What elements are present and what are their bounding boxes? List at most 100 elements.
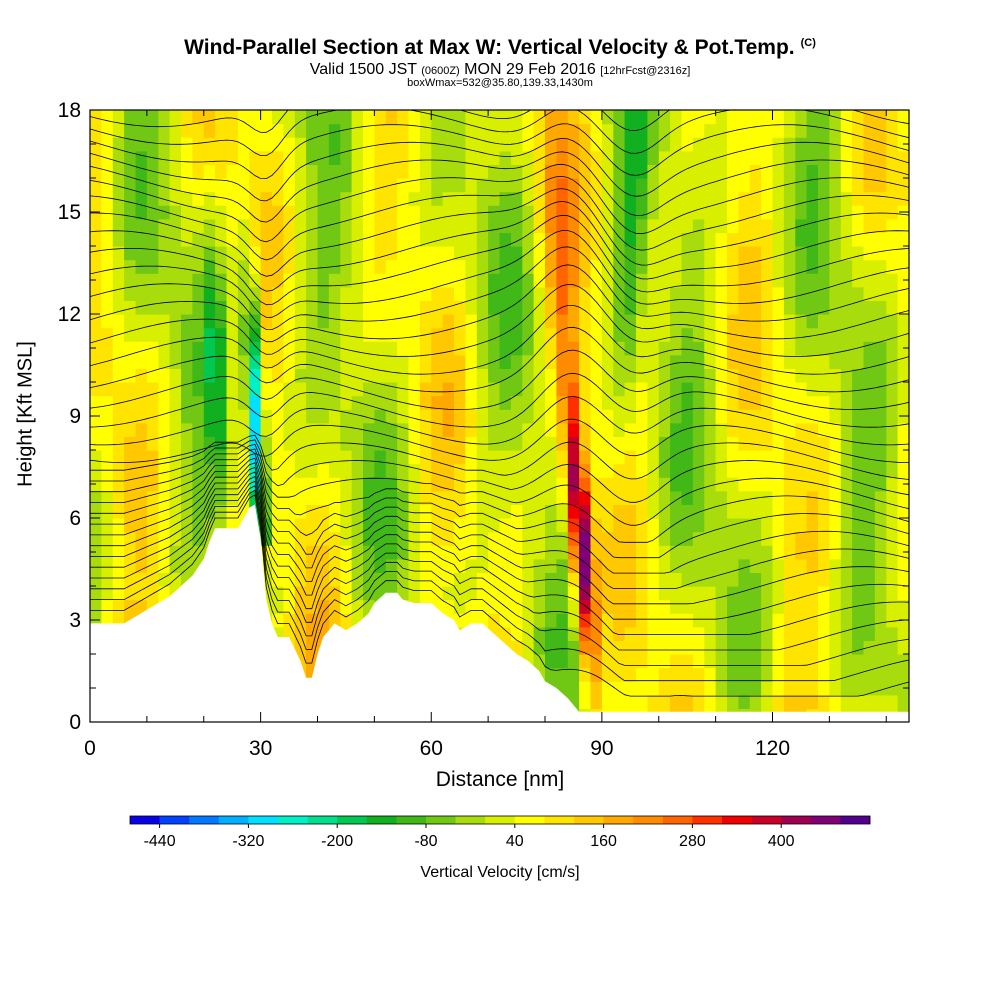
field-cell bbox=[681, 246, 694, 261]
field-cell bbox=[488, 164, 501, 179]
field-cell bbox=[442, 504, 455, 519]
field-cell bbox=[806, 490, 819, 505]
field-cell bbox=[545, 436, 557, 451]
y-tick-label: 9 bbox=[69, 405, 81, 428]
field-cell bbox=[886, 436, 899, 451]
field-cell bbox=[874, 409, 887, 424]
field-cell bbox=[704, 232, 717, 247]
field-cell bbox=[488, 178, 501, 193]
field-cell bbox=[624, 110, 637, 125]
field-cell bbox=[272, 395, 284, 410]
field-cell bbox=[886, 422, 899, 437]
field-cell bbox=[840, 205, 853, 220]
field-cell bbox=[181, 232, 193, 247]
field-cell bbox=[783, 178, 796, 193]
field-cell bbox=[328, 286, 341, 301]
field-cell bbox=[203, 191, 216, 206]
field-cell bbox=[715, 191, 728, 206]
field-cell bbox=[590, 558, 603, 573]
field-cell bbox=[545, 123, 557, 138]
field-cell bbox=[624, 137, 637, 152]
field-cell bbox=[692, 490, 705, 505]
field-cell bbox=[886, 368, 899, 383]
field-cell bbox=[181, 246, 193, 261]
field-cell bbox=[124, 273, 137, 288]
field-cell bbox=[397, 314, 410, 329]
theta-contour-line bbox=[90, 443, 909, 526]
field-cell bbox=[886, 667, 899, 682]
field-cell bbox=[363, 300, 375, 315]
field-cell bbox=[397, 191, 410, 206]
field-cell bbox=[192, 300, 205, 315]
field-cell bbox=[727, 382, 739, 397]
field-cell bbox=[522, 137, 535, 152]
field-cell bbox=[772, 341, 785, 356]
field-cell bbox=[397, 504, 410, 519]
field-cell bbox=[658, 409, 671, 424]
field-cell bbox=[852, 681, 865, 696]
field-cell bbox=[647, 477, 660, 492]
field-cell bbox=[510, 300, 523, 315]
field-cell bbox=[260, 137, 273, 152]
theta-contour-line bbox=[90, 396, 909, 446]
field-cell bbox=[363, 110, 375, 125]
field-cell bbox=[863, 572, 876, 587]
field-cell bbox=[192, 545, 205, 560]
field-cell bbox=[510, 150, 523, 165]
field-cell bbox=[237, 259, 250, 274]
field-cell bbox=[704, 123, 717, 138]
field-cell bbox=[488, 341, 501, 356]
field-cell bbox=[806, 395, 819, 410]
field-cell bbox=[647, 123, 660, 138]
field-cell bbox=[294, 259, 307, 274]
field-cell bbox=[624, 286, 637, 301]
field-cell bbox=[146, 273, 159, 288]
field-cell bbox=[692, 110, 705, 125]
field-cell bbox=[374, 314, 387, 329]
field-cell bbox=[681, 150, 694, 165]
field-cell bbox=[249, 395, 262, 410]
field-cell bbox=[636, 368, 648, 383]
field-cell bbox=[727, 246, 739, 261]
field-cell bbox=[385, 137, 398, 152]
field-cell bbox=[874, 613, 887, 628]
field-cell bbox=[749, 681, 762, 696]
field-cell bbox=[192, 504, 205, 519]
field-cell bbox=[545, 341, 557, 356]
field-cell bbox=[317, 599, 330, 614]
field-cell bbox=[283, 368, 296, 383]
field-cell bbox=[112, 137, 125, 152]
field-cell bbox=[545, 558, 557, 573]
chart-title-main: Wind-Parallel Section at Max W: Vertical… bbox=[184, 36, 795, 59]
field-cell bbox=[624, 368, 637, 383]
field-cell bbox=[704, 354, 717, 369]
field-cell bbox=[579, 286, 592, 301]
field-cell bbox=[454, 178, 466, 193]
field-cell bbox=[738, 681, 751, 696]
field-cell bbox=[237, 314, 250, 329]
field-cell bbox=[215, 123, 228, 138]
field-cell bbox=[283, 178, 296, 193]
theta-contour-line bbox=[90, 453, 909, 559]
field-cell bbox=[249, 150, 262, 165]
field-cell bbox=[260, 123, 273, 138]
valid-date: MON 29 Feb 2016 bbox=[464, 61, 596, 78]
field-cell bbox=[613, 395, 626, 410]
field-cell bbox=[408, 531, 421, 546]
field-cell bbox=[749, 504, 762, 519]
field-cell bbox=[692, 246, 705, 261]
field-cell bbox=[783, 150, 796, 165]
field-cell bbox=[567, 314, 580, 329]
field-cell bbox=[772, 150, 785, 165]
field-cell bbox=[181, 463, 193, 478]
field-cell bbox=[818, 422, 830, 437]
field-cell bbox=[590, 232, 603, 247]
field-cell bbox=[90, 110, 102, 125]
field-cell bbox=[897, 694, 909, 709]
field-cell bbox=[374, 531, 387, 546]
field-cell bbox=[272, 586, 284, 601]
field-cell bbox=[169, 382, 182, 397]
field-cell bbox=[806, 531, 819, 546]
field-cell bbox=[374, 368, 387, 383]
field-cell bbox=[192, 178, 205, 193]
